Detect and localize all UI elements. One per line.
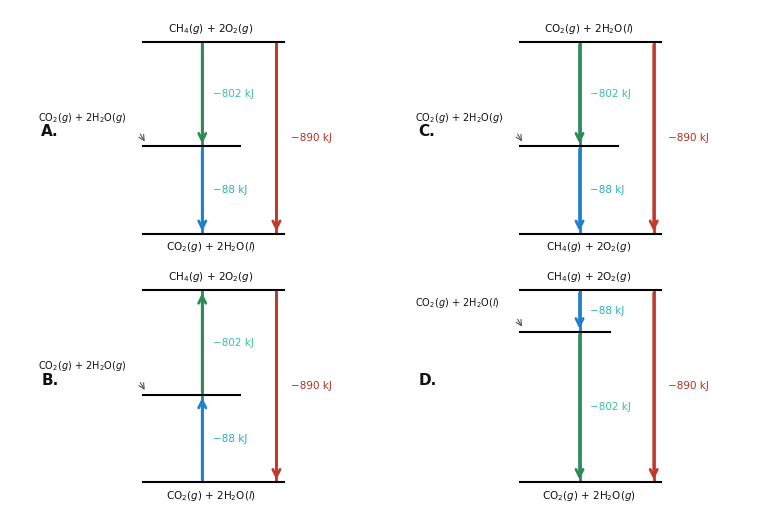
- Text: CO$_2$($g$) + 2H$_2$O($g$): CO$_2$($g$) + 2H$_2$O($g$): [38, 111, 126, 125]
- Text: CO$_2$($g$) + 2H$_2$O($l$): CO$_2$($g$) + 2H$_2$O($l$): [415, 296, 500, 310]
- Text: −890 kJ: −890 kJ: [668, 133, 709, 143]
- Text: −88 kJ: −88 kJ: [213, 185, 247, 195]
- Text: −802 kJ: −802 kJ: [213, 89, 254, 99]
- Text: CO$_2$($g$) + 2H$_2$O($g$): CO$_2$($g$) + 2H$_2$O($g$): [415, 111, 503, 125]
- Text: −88 kJ: −88 kJ: [591, 185, 624, 195]
- Text: C.: C.: [419, 124, 435, 139]
- Text: −88 kJ: −88 kJ: [213, 433, 247, 444]
- Text: CO$_2$($g$) + 2H$_2$O($l$): CO$_2$($g$) + 2H$_2$O($l$): [544, 22, 634, 35]
- Text: −890 kJ: −890 kJ: [291, 381, 332, 391]
- Text: A.: A.: [41, 124, 59, 139]
- Text: CH$_4$($g$) + 2O$_2$($g$): CH$_4$($g$) + 2O$_2$($g$): [546, 240, 631, 254]
- Text: −802 kJ: −802 kJ: [213, 338, 254, 347]
- Text: −802 kJ: −802 kJ: [591, 89, 631, 99]
- Text: CO$_2$($g$) + 2H$_2$O($l$): CO$_2$($g$) + 2H$_2$O($l$): [166, 489, 256, 502]
- Text: −88 kJ: −88 kJ: [591, 306, 624, 316]
- Text: CO$_2$($g$) + 2H$_2$O($l$): CO$_2$($g$) + 2H$_2$O($l$): [166, 240, 256, 254]
- Text: CH$_4$($g$) + 2O$_2$($g$): CH$_4$($g$) + 2O$_2$($g$): [169, 22, 254, 35]
- Text: CO$_2$($g$) + 2H$_2$O($g$): CO$_2$($g$) + 2H$_2$O($g$): [38, 359, 126, 373]
- Text: −890 kJ: −890 kJ: [668, 381, 709, 391]
- Text: B.: B.: [41, 373, 59, 388]
- Text: −802 kJ: −802 kJ: [591, 402, 631, 412]
- Text: −890 kJ: −890 kJ: [291, 133, 332, 143]
- Text: CO$_2$($g$) + 2H$_2$O($g$): CO$_2$($g$) + 2H$_2$O($g$): [542, 489, 635, 502]
- Text: D.: D.: [419, 373, 437, 388]
- Text: CH$_4$($g$) + 2O$_2$($g$): CH$_4$($g$) + 2O$_2$($g$): [546, 270, 631, 284]
- Text: CH$_4$($g$) + 2O$_2$($g$): CH$_4$($g$) + 2O$_2$($g$): [169, 270, 254, 284]
